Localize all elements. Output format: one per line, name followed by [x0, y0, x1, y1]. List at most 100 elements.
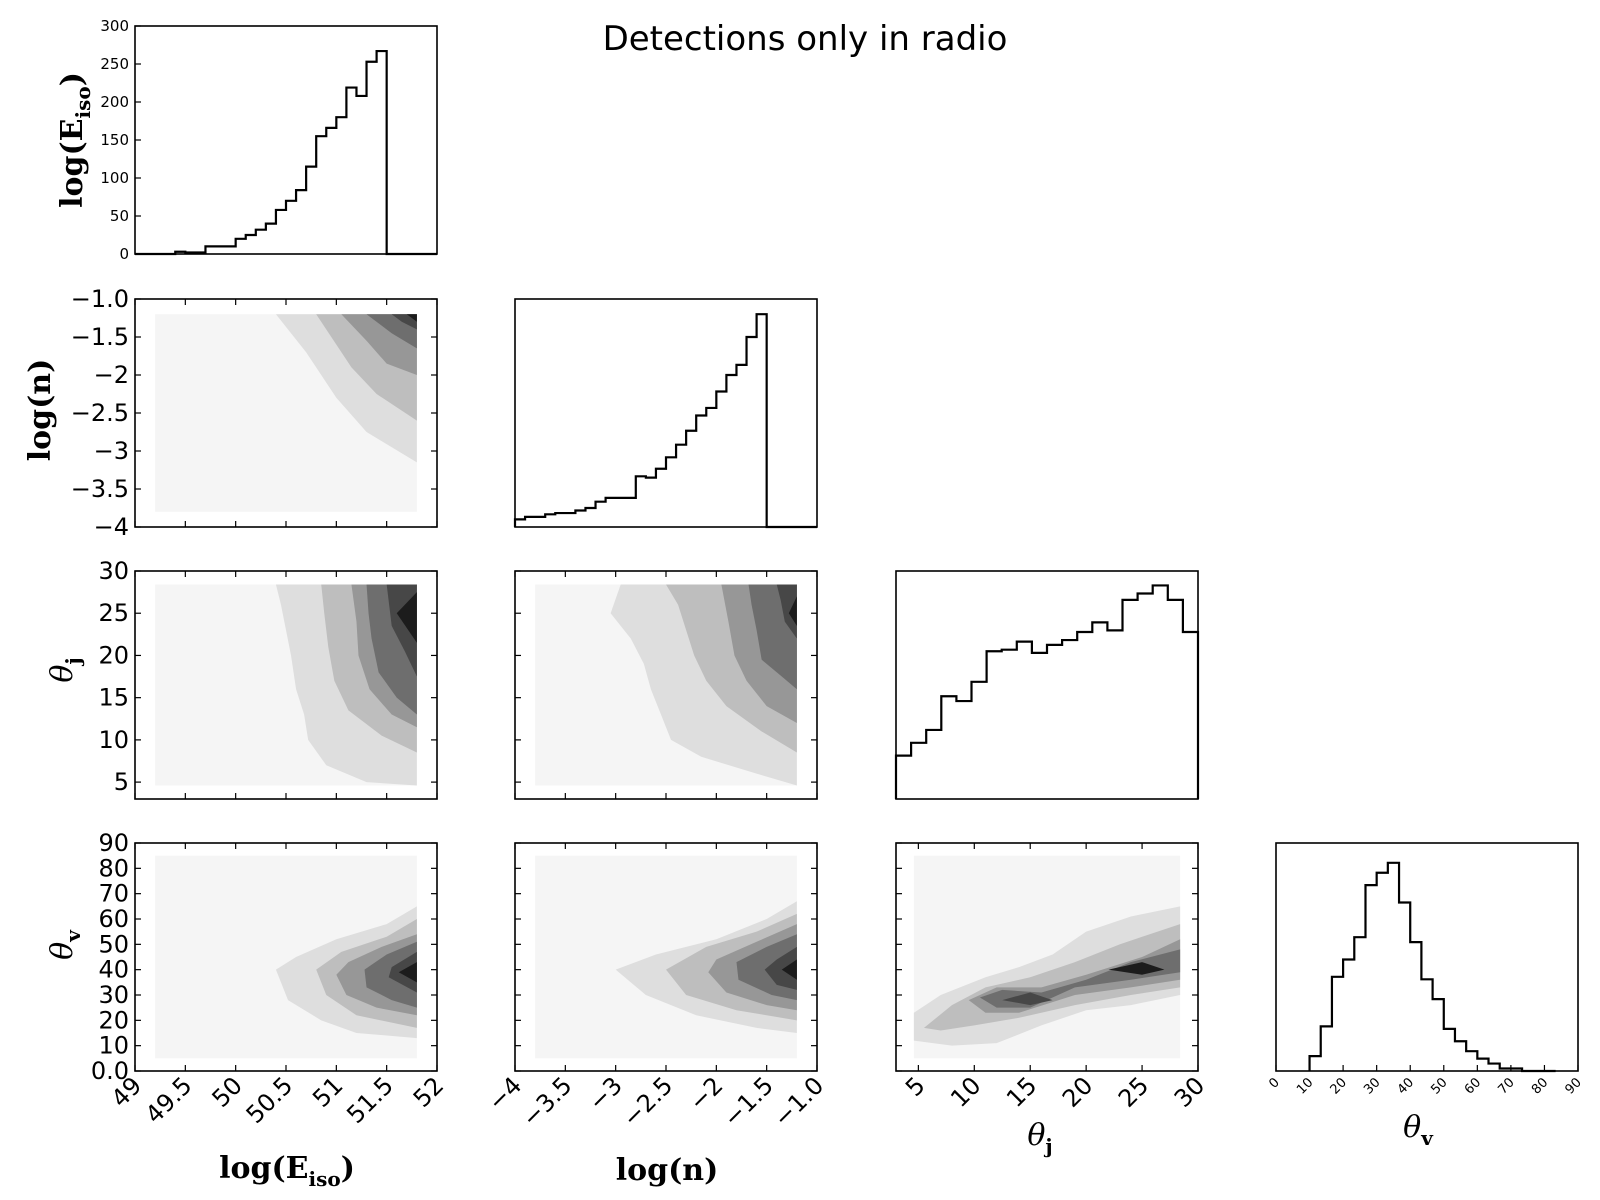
histogram-line	[894, 584, 1200, 799]
svg-text:log(n): log(n)	[23, 359, 58, 462]
contour-thetaj-logE-frame	[134, 570, 438, 800]
hist-logE-frame	[134, 25, 438, 255]
histogram-line	[513, 313, 817, 529]
contour-level-5	[391, 314, 417, 330]
y-tick-label: 0	[119, 245, 129, 263]
svg-text:log(Eiso): log(Eiso)	[219, 1151, 355, 1191]
y-tick-label: −2	[94, 361, 129, 389]
contour-thetaj-logn	[514, 570, 818, 799]
y-tick-label: 20	[98, 641, 129, 669]
contour-level-5	[776, 584, 797, 639]
contour-level-6	[781, 959, 797, 980]
x-tick-label: −3.5	[517, 1071, 578, 1132]
svg-text:θj: θj	[1027, 1118, 1052, 1158]
y-tick-label: 25	[98, 599, 129, 627]
x-tick-label: 40	[1395, 1075, 1417, 1097]
y-tick-label: 30	[98, 557, 129, 585]
contour-level-6	[788, 596, 797, 626]
ylabel-logE: log(Eiso)	[55, 72, 95, 208]
xlabel-logE: log(Eiso)	[219, 1151, 355, 1191]
x-tick-label: 90	[1563, 1075, 1585, 1097]
x-tick-label: −1.5	[718, 1071, 779, 1132]
y-tick-label: 70	[98, 880, 129, 908]
x-tick-label: 49.5	[140, 1071, 198, 1129]
contour-thetaj-logE: 5 10 15 20 25 30	[98, 557, 438, 799]
y-tick-label: 10	[98, 1032, 129, 1060]
hist-thetav: 0 10 20 30 40 50 60 70 80 90	[1266, 861, 1585, 1098]
y-tick-label: −2.5	[71, 399, 129, 427]
svg-text:log(n): log(n)	[616, 1153, 719, 1188]
x-tick-label: 10	[1294, 1075, 1316, 1097]
y-tick-label: −1.5	[71, 323, 129, 351]
contour-thetav-logn: −4−3.5 −3−2.5 −2−1.5−1.0	[482, 842, 829, 1132]
svg-text:θv: θv	[45, 929, 85, 960]
svg-text:log(Eiso): log(Eiso)	[55, 72, 95, 208]
contour-level-5	[764, 946, 797, 990]
x-tick-label: 70	[1495, 1075, 1517, 1097]
hist-thetaj	[894, 584, 1200, 799]
ylabel-thetaj: θj	[45, 657, 85, 682]
y-tick-label: 300	[100, 17, 129, 35]
contour-logn-logE: −4 −3.5 −3 −2.5 −2 −1.5 −1.0	[71, 285, 438, 541]
x-tick-label: 50.5	[241, 1071, 299, 1129]
y-tick-label: −1.0	[71, 285, 129, 313]
x-tick-label: 0	[1266, 1075, 1282, 1091]
x-tick-label: 30	[1361, 1075, 1383, 1097]
xlabel-thetav: θv	[1403, 1110, 1434, 1150]
contour-level-6	[406, 314, 417, 322]
contour-level-6	[398, 962, 417, 983]
x-tick-label: 20	[1328, 1075, 1350, 1097]
x-tick-label: 10	[945, 1071, 986, 1112]
ylabel-thetav: θv	[45, 929, 85, 960]
x-tick-label: 60	[1462, 1075, 1484, 1097]
contour-thetav-logE-frame	[134, 842, 438, 1072]
y-tick-label: −3	[94, 437, 129, 465]
y-tick-label: 20	[98, 1006, 129, 1034]
y-tick-label: −3.5	[71, 475, 129, 503]
y-tick-label: 60	[98, 905, 129, 933]
x-tick-label: 15	[1001, 1071, 1042, 1112]
contour-thetav-thetaj: 5 10 15 20 25 30	[896, 842, 1210, 1113]
hist-thetav-frame	[1275, 842, 1579, 1072]
y-tick-label: 5	[114, 768, 129, 796]
y-tick-label: 150	[100, 131, 129, 149]
y-tick-label: 0.0	[91, 1057, 129, 1085]
histogram-line	[135, 49, 437, 256]
contour-thetaj-logn-frame	[514, 570, 818, 800]
x-tick-label: 51.5	[341, 1071, 399, 1129]
contour-thetav-logn-frame	[514, 842, 818, 1072]
x-tick-label: 50	[1428, 1075, 1450, 1097]
contour-thetav-thetaj-frame	[895, 842, 1199, 1072]
svg-text:θv: θv	[1403, 1110, 1434, 1150]
x-tick-label: 5	[900, 1071, 931, 1102]
x-tick-label: 52	[408, 1071, 449, 1112]
y-tick-label: 250	[100, 55, 129, 73]
y-tick-label: 200	[100, 93, 129, 111]
svg-text:θj: θj	[45, 657, 85, 682]
y-tick-label: 50	[98, 930, 129, 958]
x-tick-label: −1.0	[768, 1071, 829, 1132]
xlabel-thetaj: θj	[1027, 1118, 1052, 1158]
y-tick-label: 80	[98, 854, 129, 882]
y-tick-label: 30	[98, 981, 129, 1009]
x-tick-label: −2.5	[617, 1071, 678, 1132]
hist-logn-frame	[514, 298, 818, 528]
y-tick-label: 40	[98, 956, 129, 984]
hist-logn	[513, 313, 817, 529]
contour-level-5	[1002, 992, 1053, 1006]
x-tick-label: 30	[1169, 1071, 1210, 1112]
contour-level-6	[1108, 962, 1165, 975]
x-tick-label: 20	[1057, 1071, 1098, 1112]
y-tick-label: 50	[110, 207, 129, 225]
contour-logn-logE-frame	[134, 298, 438, 528]
hist-thetaj-frame	[895, 570, 1199, 800]
figure-title: Detections only in radio	[603, 19, 1008, 59]
xlabel-logn: log(n)	[616, 1153, 719, 1188]
histogram-line	[1308, 861, 1556, 1073]
ylabel-logn: log(n)	[23, 359, 58, 462]
hist-logE: 0 50 100 150 200 250 300	[100, 17, 437, 263]
y-tick-label: 15	[98, 684, 129, 712]
y-tick-label: −4	[94, 513, 129, 541]
